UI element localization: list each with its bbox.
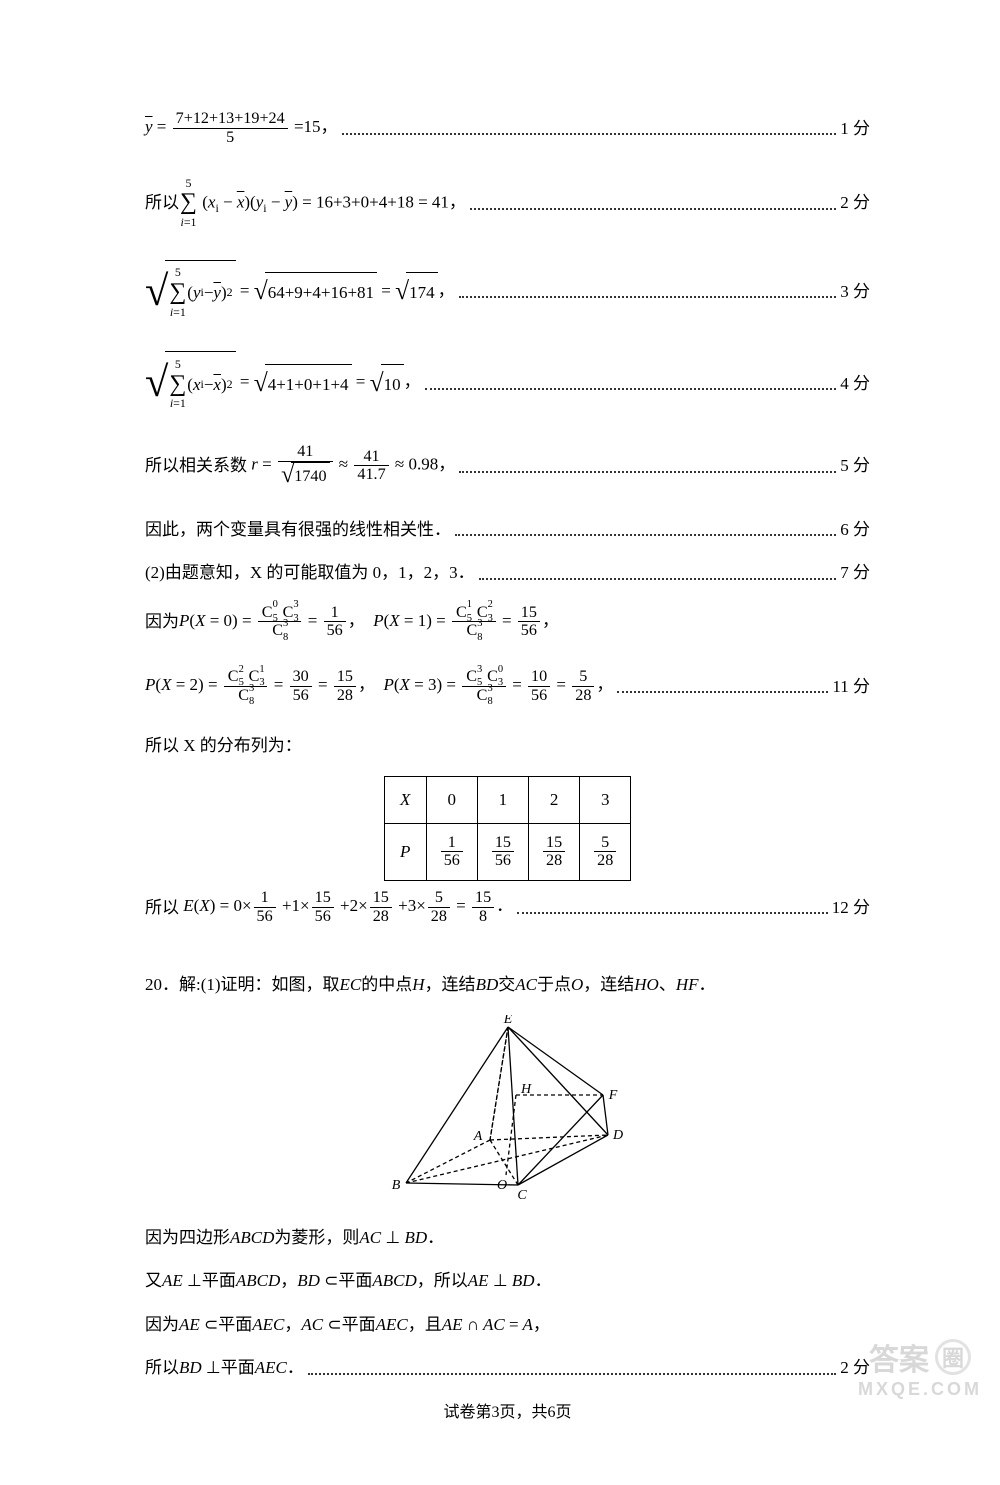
q20-line1: 20．解:(1)证明：如图，取 EC 的中点 H ，连结 BD 交 AC 于点 … [145,972,870,998]
watermark: 答案圈 MXQE.COM [858,1335,982,1400]
line-prob2: P(X = 2) = C25 C13 C38 = 3056 = 1528， P(… [145,668,870,705]
exam-page: y = 7+12+13+19+245 =15， 1 分 所以 5∑i=1 (xi… [0,0,1000,1485]
line-prob1: 因为 P(X = 0) = C05 C33 C38 = 156， P(X = 1… [145,604,870,641]
line-ymean: y = 7+12+13+19+245 =15， 1 分 [145,110,870,147]
svg-text:O: O [496,1178,506,1193]
svg-text:E: E [502,1015,512,1027]
svg-text:B: B [391,1178,400,1193]
line-conclusion: 因此，两个变量具有很强的线性相关性． 6 分 [145,517,870,543]
svg-text:H: H [519,1082,531,1097]
distribution-table: X 0 1 2 3 P 156 1556 1528 528 [384,776,632,881]
line-correlation: 所以相关系数 r = 411740 ≈ 4141.7 ≈ 0.98， 5 分 [145,443,870,488]
svg-text:F: F [607,1088,617,1103]
line-expectation: 所以 E(X) = 0×156 +1×1556 +2×1528 +3×528 =… [145,889,870,926]
q20-line4: 因为 AE ⊂ 平面 AEC ，AC ⊂ 平面 AEC ，且 AE ∩ AC =… [145,1312,870,1338]
line-sumxy: 所以 5∑i=1 (xi − x)(yi − y) = 16+3+0+4+18 … [145,175,870,232]
table-row: P 156 1556 1528 528 [384,823,631,881]
line-dist-label: 所以 X 的分布列为： [145,733,870,759]
svg-text:C: C [517,1188,527,1203]
line-part2: (2)由题意知，X 的可能取值为 0，1，2，3． 7 分 [145,560,870,586]
svg-text:A: A [472,1129,482,1144]
q20-line3: 又 AE ⊥ 平面 ABCD，BD ⊂ 平面 ABCD，所以 AE ⊥ BD． [145,1268,870,1294]
geometry-figure: E F D C B A H O [145,1015,870,1213]
q20-line5: 所以 BD ⊥ 平面 AEC． 2 分 [145,1355,870,1381]
line-sqrtx: 5∑i=1 (xi − x)2 = 4+1+0+1+4 = 10， 4 分 [145,351,870,415]
table-row: X 0 1 2 3 [384,777,631,824]
line-sqrty: 5∑i=1 (yi − y)2 = 64+9+4+16+81 = 174， 3 … [145,260,870,324]
page-footer: 试卷第3页，共6页 [145,1401,870,1425]
svg-text:D: D [611,1128,622,1143]
q20-line2: 因为四边形 ABCD 为菱形，则 AC ⊥ BD． [145,1225,870,1251]
